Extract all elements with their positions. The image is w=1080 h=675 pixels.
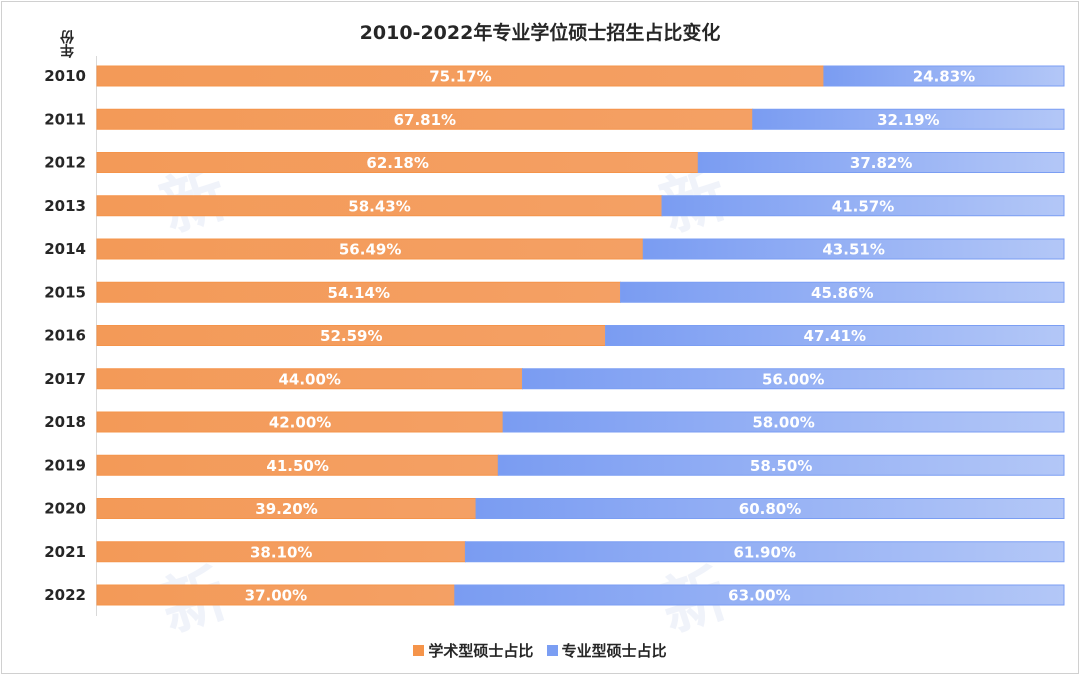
- chart-title: 2010-2022年专业学位硕士招生占比变化: [359, 22, 721, 44]
- data-label-professional: 63.00%: [728, 587, 790, 605]
- data-label-professional: 43.51%: [822, 241, 884, 259]
- bar-professional: [464, 541, 1065, 563]
- data-label-academic: 41.50%: [266, 457, 328, 475]
- y-tick-label: 2011: [44, 110, 86, 128]
- y-tick-label: 2015: [44, 283, 86, 301]
- y-tick-label: 2016: [44, 327, 86, 345]
- data-label-professional: 47.41%: [804, 327, 866, 345]
- y-tick-label: 2017: [44, 370, 86, 388]
- legend-item-academic: 学术型硕士占比: [413, 640, 533, 661]
- data-label-academic: 62.18%: [366, 154, 428, 172]
- data-label-professional: 37.82%: [850, 154, 912, 172]
- bar-professional: [642, 238, 1065, 260]
- data-label-professional: 32.19%: [877, 111, 939, 129]
- bar-professional: [620, 281, 1065, 303]
- y-tick-label: 2014: [44, 240, 86, 258]
- bar-professional: [454, 584, 1065, 606]
- bar-professional: [605, 325, 1065, 346]
- bar-professional: [502, 411, 1065, 433]
- legend-label-academic: 学术型硕士占比: [428, 642, 534, 660]
- data-label-academic: 39.20%: [255, 500, 317, 518]
- legend-swatch-professional: [546, 645, 558, 656]
- data-label-professional: 61.90%: [733, 543, 795, 561]
- legend-swatch-academic: [413, 645, 425, 656]
- bar-professional: [521, 368, 1065, 390]
- y-tick-label: 2021: [44, 543, 86, 561]
- y-tick-label: 2013: [44, 197, 86, 215]
- data-label-academic: 75.17%: [429, 68, 491, 86]
- legend-item-professional: 专业型硕士占比: [546, 640, 667, 661]
- data-label-professional: 41.57%: [832, 197, 894, 215]
- data-label-academic: 52.59%: [320, 327, 382, 345]
- data-label-professional: 45.86%: [811, 284, 873, 302]
- data-label-professional: 56.00%: [762, 370, 824, 388]
- data-label-academic: 54.14%: [328, 284, 390, 302]
- bar-professional: [475, 498, 1065, 519]
- data-label-academic: 56.49%: [339, 241, 401, 259]
- data-label-academic: 42.00%: [269, 414, 331, 432]
- data-label-academic: 67.81%: [394, 111, 456, 129]
- data-label-academic: 38.10%: [250, 543, 312, 561]
- y-tick-label: 2020: [44, 500, 86, 518]
- y-tick-label: 2010: [44, 67, 86, 85]
- bar-professional: [752, 108, 1065, 130]
- bar-professional: [823, 65, 1065, 87]
- y-tick-label: 2018: [44, 413, 86, 431]
- data-label-academic: 58.43%: [348, 197, 410, 215]
- legend: 学术型硕士占比 专业型硕士占比: [0, 640, 1080, 661]
- bar-professional: [497, 454, 1065, 476]
- data-label-professional: 60.80%: [739, 500, 801, 518]
- bar-professional: [697, 152, 1065, 173]
- y-tick-label: 2019: [44, 456, 86, 474]
- data-label-professional: 58.00%: [752, 414, 814, 432]
- legend-label-professional: 专业型硕士占比: [561, 642, 667, 660]
- data-label-professional: 58.50%: [750, 457, 812, 475]
- data-label-professional: 24.83%: [913, 68, 975, 86]
- bar-professional: [661, 195, 1065, 217]
- data-label-academic: 44.00%: [278, 370, 340, 388]
- data-label-academic: 37.00%: [245, 587, 307, 605]
- y-tick-label: 2022: [44, 586, 86, 604]
- y-tick-label: 2012: [44, 154, 86, 172]
